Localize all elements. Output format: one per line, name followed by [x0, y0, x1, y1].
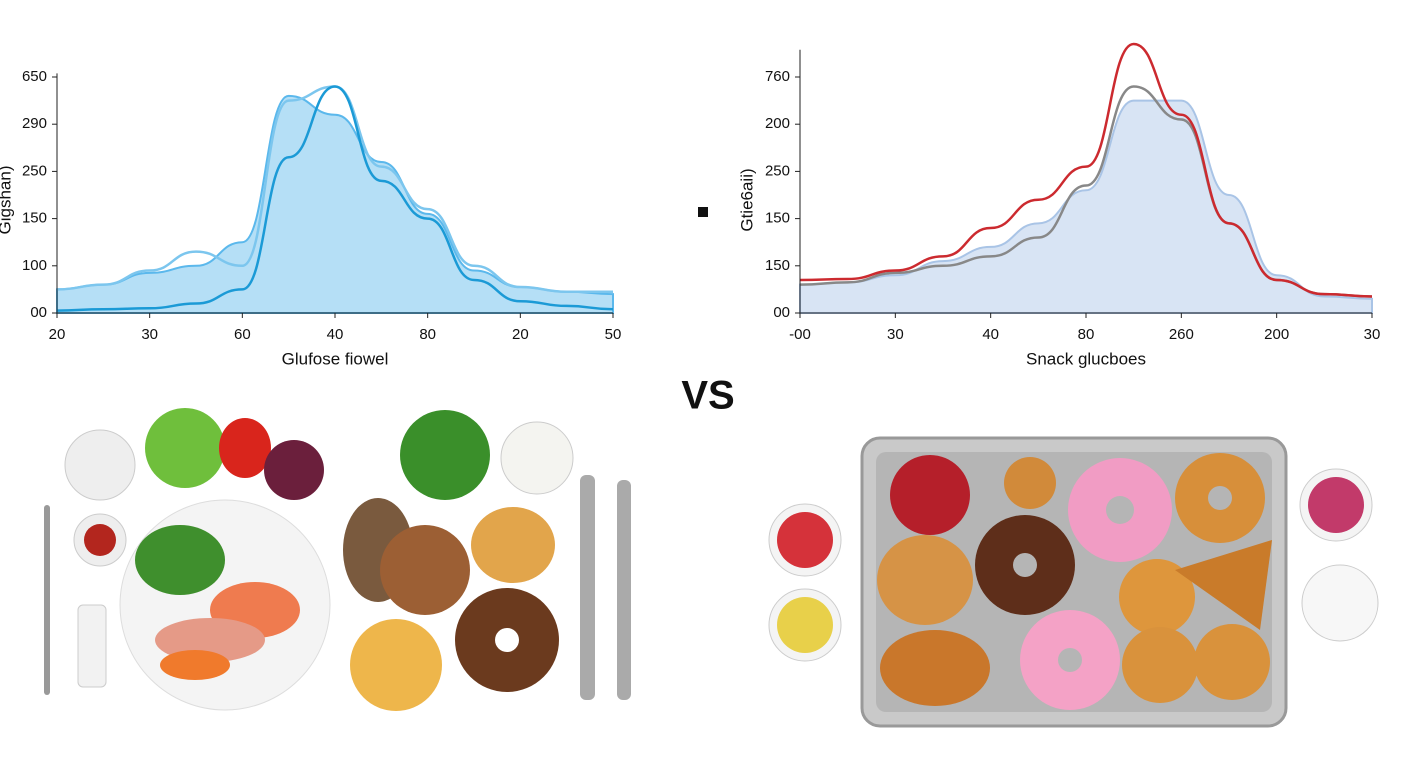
x-tick-label: 20 [512, 326, 529, 343]
x-tick-label: 260 [1169, 326, 1194, 343]
y-tick-label: 00 [773, 304, 790, 321]
line [799, 42, 1373, 298]
snack-food [768, 436, 1379, 728]
y-tick-label: 200 [765, 115, 790, 132]
marker [698, 207, 708, 217]
y-axis-title: Gtie6aii) [737, 168, 756, 231]
y-axis-title: Gigshan) [0, 166, 14, 235]
x-tick-label: 40 [327, 326, 344, 343]
area [799, 99, 1373, 314]
y-tick-label: 250 [22, 162, 47, 179]
vs-label: VS [681, 374, 734, 418]
x-tick-label: 30 [887, 326, 904, 343]
x-tick-label: 60 [234, 326, 251, 343]
x-tick-label: 200 [1264, 326, 1289, 343]
x-axis-title: Glufose fiowel [282, 349, 389, 368]
y-tick-label: 150 [765, 257, 790, 274]
area [56, 94, 614, 314]
x-tick-label: 50 [605, 326, 622, 343]
y-tick-label: 250 [765, 162, 790, 179]
line [56, 85, 614, 312]
x-tick-label: 20 [49, 326, 66, 343]
y-tick-label: 150 [22, 210, 47, 227]
y-tick-label: 00 [30, 304, 47, 321]
x-tick-label: 30 [1364, 326, 1381, 343]
x-tick-label: 30 [141, 326, 158, 343]
y-tick-label: 100 [22, 257, 47, 274]
y-tick-label: 150 [765, 210, 790, 227]
x-tick-label: -00 [789, 326, 811, 343]
y-tick-label: 290 [22, 115, 47, 132]
x-tick-label: 80 [1078, 326, 1095, 343]
healthy-food [44, 408, 631, 711]
y-tick-label: 760 [765, 68, 790, 85]
y-tick-label: 650 [22, 68, 47, 85]
x-tick-label: 40 [982, 326, 999, 343]
x-tick-label: 80 [419, 326, 436, 343]
x-axis-title: Snack glucboes [1026, 349, 1146, 368]
